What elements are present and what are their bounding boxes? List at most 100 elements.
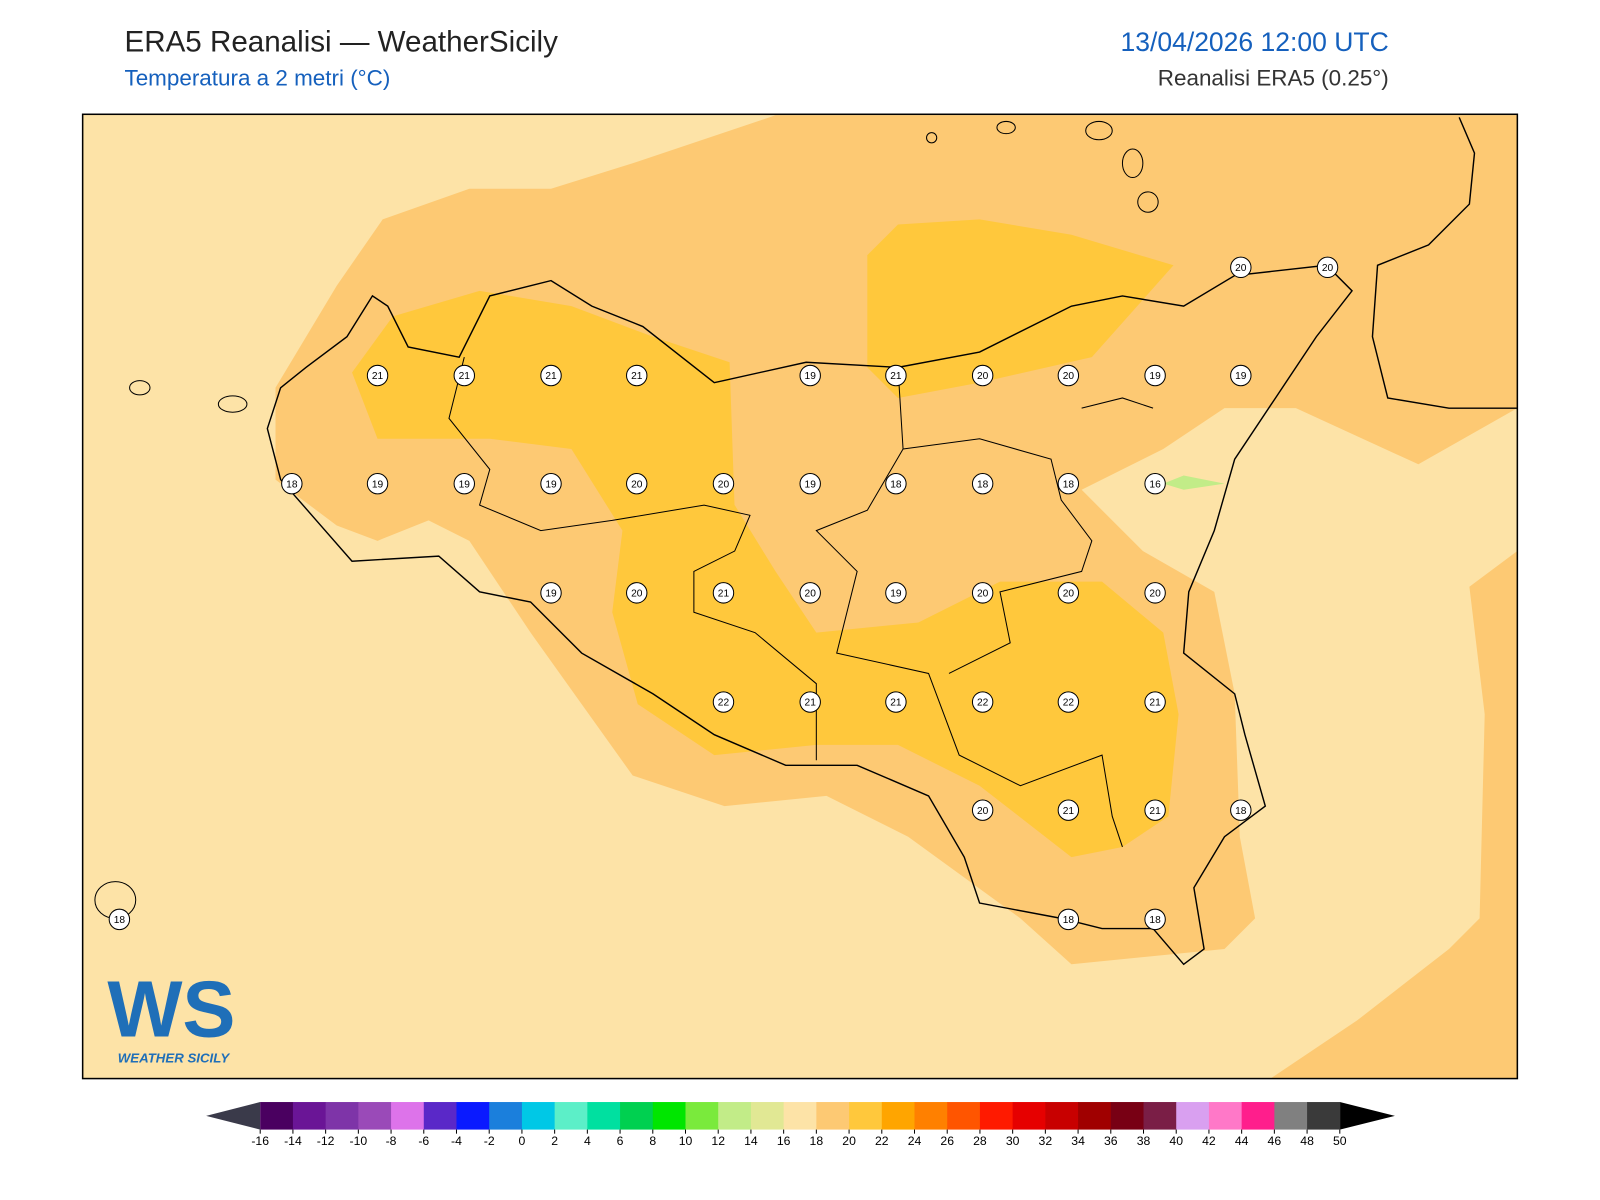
colorbar-bin [1241, 1102, 1275, 1130]
station-value: 20 [977, 806, 989, 817]
station-value: 22 [718, 698, 730, 709]
station-marker [366, 472, 389, 495]
colorbar-bin [620, 1102, 654, 1130]
colorbar-tick-label: -10 [350, 1134, 368, 1148]
station-marker [885, 472, 907, 495]
colorbar-bin [358, 1102, 392, 1130]
station-value: 18 [114, 915, 126, 926]
station-marker [712, 691, 735, 713]
station-value: 21 [631, 371, 643, 382]
colorbar-tick-label: 32 [1039, 1134, 1053, 1148]
colorbar-bin [489, 1102, 523, 1130]
colorbar-tick-label: 46 [1268, 1134, 1282, 1148]
colorbar-over [1339, 1102, 1395, 1130]
colorbar-tick-label: 4 [584, 1134, 591, 1148]
colorbar-bin [1110, 1102, 1145, 1130]
island [217, 395, 248, 413]
title: ERA5 Reanalisi — WeatherSicily [124, 26, 558, 59]
station-marker [1057, 691, 1080, 713]
station-value: 21 [459, 371, 471, 382]
colorbar-tick-label: 6 [617, 1134, 624, 1148]
colorbar-tick-label: 48 [1300, 1134, 1314, 1148]
station-marker [1057, 364, 1080, 387]
logo-text: WS [107, 964, 235, 1053]
colorbar-bin [1208, 1102, 1243, 1130]
station-marker [1230, 256, 1252, 279]
station-value: 20 [1063, 371, 1075, 382]
station-value: 20 [805, 589, 817, 600]
station-marker [281, 472, 303, 495]
station-marker [712, 472, 735, 495]
station-marker [885, 691, 907, 713]
station-marker [799, 472, 821, 495]
colorbar-tick-label: 28 [973, 1134, 987, 1148]
colorbar-tick-label: 2 [551, 1134, 558, 1148]
colorbar-bin [260, 1102, 294, 1130]
colorbar-bin [423, 1102, 458, 1130]
subtitle: Temperatura a 2 metri (°C) [124, 66, 390, 91]
province-border [448, 357, 1154, 848]
station-value: 22 [1063, 698, 1075, 709]
datetime: 13/04/2026 12:00 UTC [1120, 27, 1388, 57]
colorbar-tick-label: -16 [251, 1134, 269, 1148]
station-value: 19 [545, 479, 557, 490]
colorbar-bin [1012, 1102, 1046, 1130]
station-value: 21 [718, 589, 730, 600]
colorbar-tick-label: 0 [519, 1134, 526, 1148]
station-marker [885, 364, 907, 387]
colorbar-bin [456, 1102, 490, 1130]
station-value: 20 [977, 371, 989, 382]
station-value: 19 [1235, 371, 1247, 382]
station-marker [1057, 799, 1080, 821]
colorbar-tick-label: -2 [484, 1134, 495, 1148]
colorbar-tick-label: 24 [908, 1134, 922, 1148]
station-marker [1230, 799, 1252, 821]
colorbar-tick-label: 14 [744, 1134, 758, 1148]
island [1121, 148, 1144, 179]
colorbar-bin [947, 1102, 981, 1130]
logo-caption: WEATHER SICILY [118, 1051, 231, 1066]
island [926, 132, 938, 144]
field-20-22 [867, 219, 1174, 398]
colorbar-bin [816, 1102, 850, 1130]
colorbar-bin [391, 1102, 425, 1130]
colorbar-bin [750, 1102, 785, 1130]
map-frame [81, 113, 1519, 1080]
station-value: 21 [805, 698, 817, 709]
station-value: 21 [1149, 698, 1161, 709]
station-marker [971, 472, 994, 495]
colorbar-tick-label: -12 [317, 1134, 335, 1148]
colorbar-bin [1078, 1102, 1112, 1130]
colorbar-tick-label: -14 [284, 1134, 302, 1148]
station-marker [971, 364, 994, 387]
island [996, 120, 1016, 135]
station-value: 18 [1235, 806, 1247, 817]
station-marker [540, 472, 562, 495]
station-value: 18 [286, 479, 298, 490]
colorbar-bin [914, 1102, 948, 1130]
station-value: 20 [631, 589, 643, 600]
colorbar-tick-label: 38 [1137, 1134, 1151, 1148]
colorbar-bin [718, 1102, 752, 1130]
colorbar-tick-label: 26 [940, 1134, 954, 1148]
station-marker [1316, 256, 1339, 279]
station-marker [626, 472, 648, 495]
station-value: 20 [977, 589, 989, 600]
colorbar-bin [881, 1102, 916, 1130]
station-value: 21 [890, 698, 902, 709]
station-value: 16 [1149, 479, 1161, 490]
station-marker [885, 582, 907, 604]
station-value: 20 [1235, 263, 1247, 274]
station-marker [971, 799, 994, 821]
station-value: 21 [1149, 806, 1161, 817]
station-value: 21 [1063, 806, 1075, 817]
colorbar-bin [849, 1102, 883, 1130]
station-marker [1057, 472, 1080, 495]
colorbar-tick-label: 42 [1202, 1134, 1216, 1148]
station-marker [1057, 908, 1080, 931]
colorbar-tick-label: 34 [1071, 1134, 1085, 1148]
colorbar-tick-label: 16 [777, 1134, 791, 1148]
station-value: 19 [459, 479, 471, 490]
colorbar-tick-label: 20 [842, 1134, 856, 1148]
station-value: 20 [631, 479, 643, 490]
